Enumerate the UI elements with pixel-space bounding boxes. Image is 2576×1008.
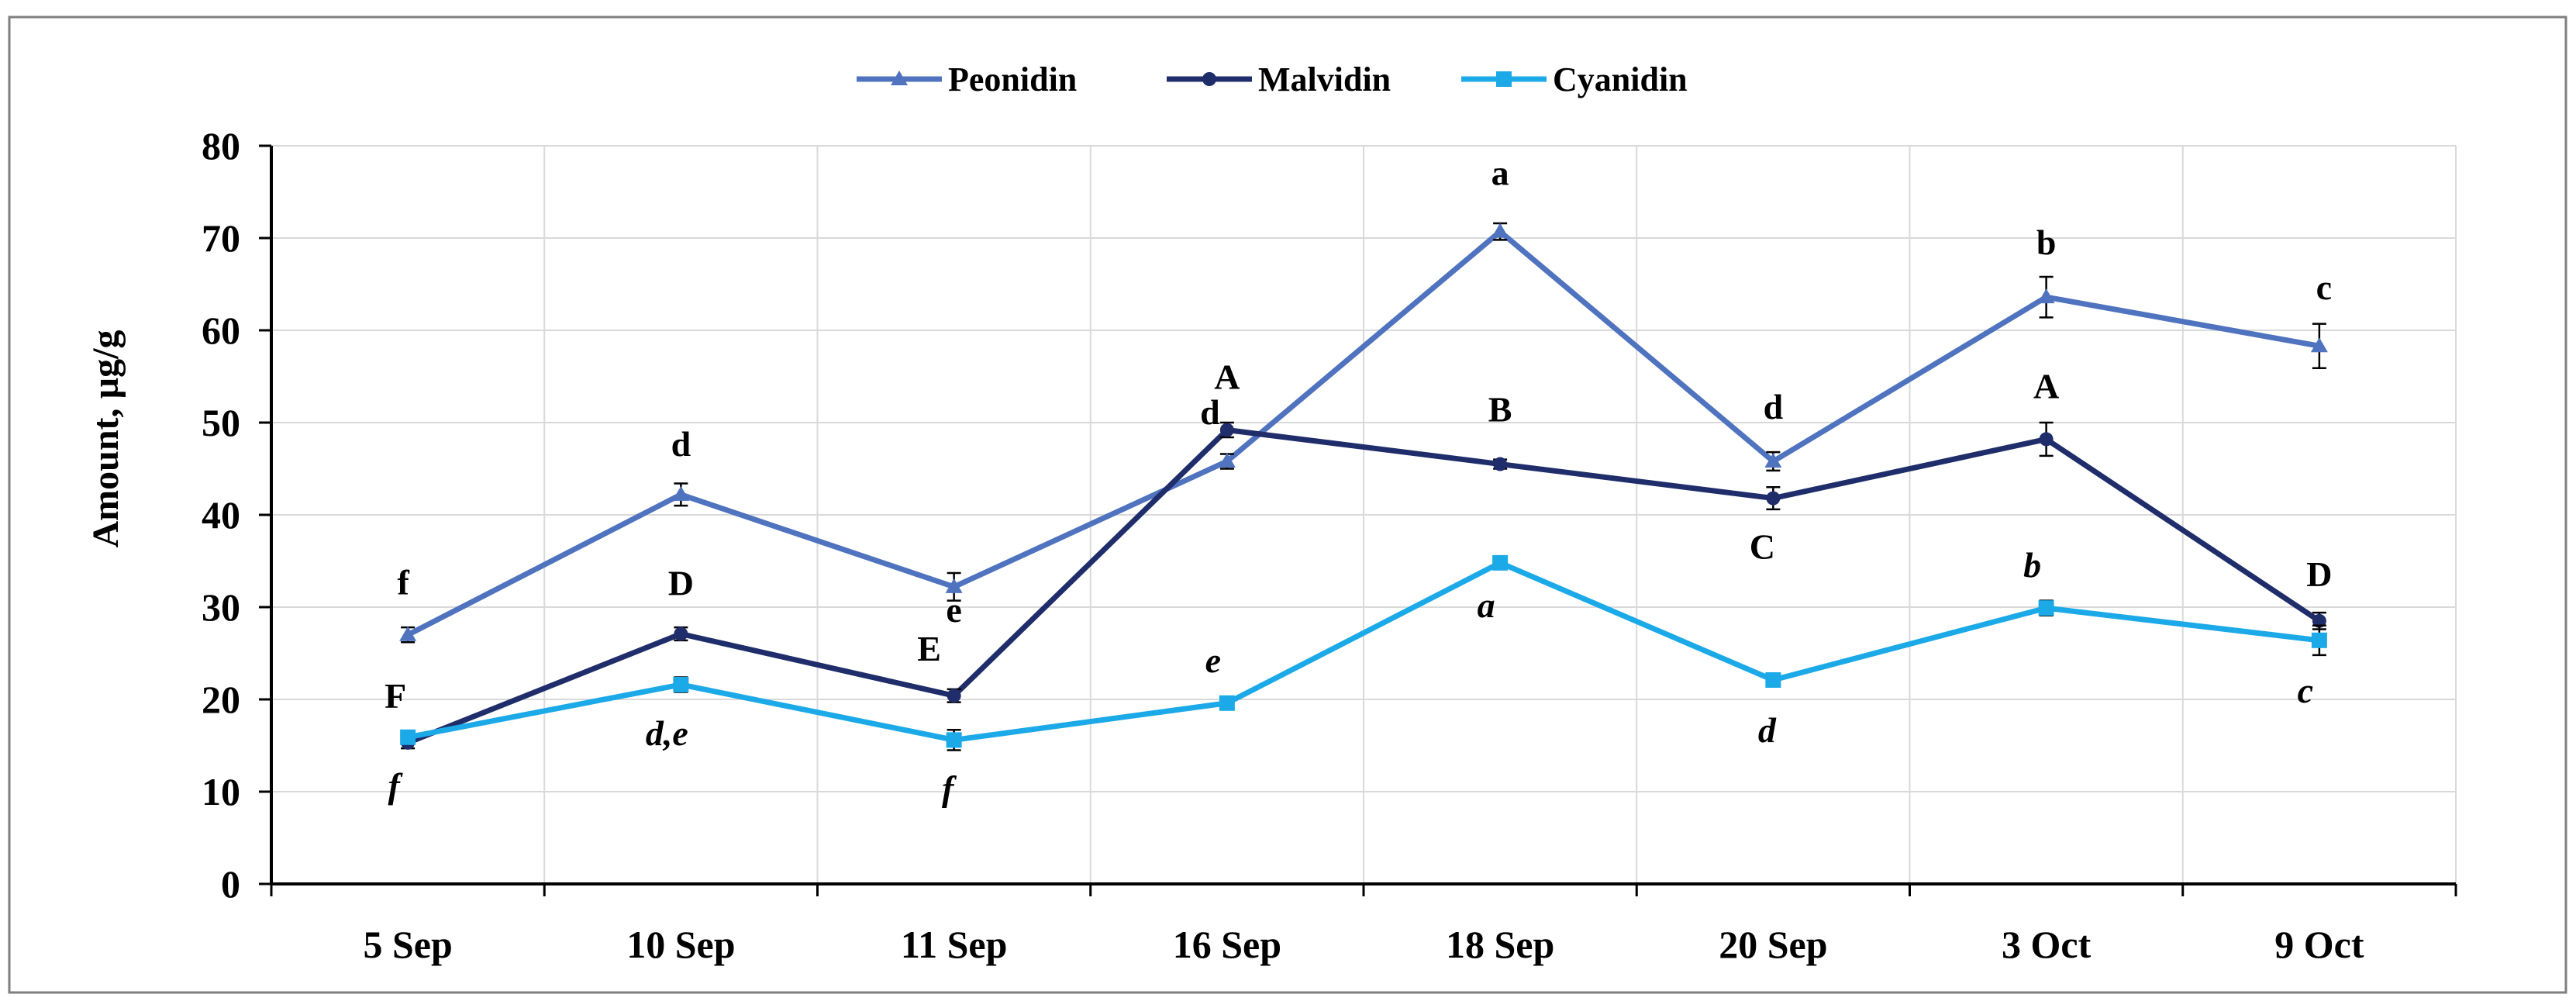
series-cyanidin	[400, 554, 2327, 751]
series-peonidin	[399, 222, 2328, 644]
peonidin-line	[406, 229, 2320, 637]
x-tick-2: 11 Sep	[901, 923, 1008, 966]
malvidin-label-3: A	[1214, 357, 1240, 397]
x-tick-labels: 5 Sep 10 Sep 11 Sep 16 Sep 18 Sep 20 Sep 3 Oct…	[363, 923, 2364, 966]
peonidin-label-2: e	[946, 590, 961, 630]
axes	[259, 144, 2457, 896]
peonidin-point-1	[672, 485, 690, 501]
y-tick-50: 50	[202, 401, 240, 444]
peonidin-point-3	[1218, 452, 1236, 468]
cyanidin-label-6: b	[2023, 545, 2041, 585]
cyanidin-point-7	[2311, 632, 2327, 648]
malvidin-label-6: A	[2033, 366, 2059, 406]
x-tick-3: 16 Sep	[1173, 923, 1281, 966]
malvidin-point-6	[2039, 432, 2054, 447]
y-tick-10: 10	[202, 770, 240, 813]
y-tick-40: 40	[202, 493, 240, 537]
series-malvidin	[401, 421, 2326, 750]
legend-label-cyanidin: Cyanidin	[1553, 60, 1688, 98]
cyanidin-point-0	[400, 729, 416, 745]
malvidin-label-5: C	[1750, 527, 1775, 567]
legend-item-peonidin: Peonidin	[857, 60, 1077, 98]
series-lines	[399, 222, 2328, 751]
malvidin-label-7: D	[2306, 554, 2332, 594]
malvidin-label-1: D	[668, 564, 694, 603]
y-tick-60: 60	[202, 309, 240, 352]
cyanidin-label-5: d	[1758, 710, 1777, 750]
cyanidin-label-1: d,e	[646, 713, 688, 753]
x-tick-6: 3 Oct	[2002, 923, 2091, 966]
x-tick-5: 20 Sep	[1719, 923, 1827, 966]
cyanidin-label-2: f	[942, 768, 957, 808]
peonidin-point-2	[945, 578, 963, 593]
peonidin-label-3: d	[1200, 392, 1220, 432]
malvidin-point-2	[947, 689, 961, 703]
gridlines	[271, 145, 2457, 884]
malvidin-point-4	[1493, 457, 1508, 471]
peonidin-point-4	[1491, 223, 1509, 238]
malvidin-point-5	[1766, 491, 1781, 506]
peonidin-point-0	[399, 626, 417, 641]
data-labels: f d e d a d b c F D E A B C A Df d,e f e a d b c	[385, 154, 2332, 809]
cyanidin-point-6	[2038, 600, 2054, 616]
y-tick-80: 80	[202, 124, 240, 167]
cyanidin-point-4	[1492, 554, 1509, 571]
peonidin-point-7	[2310, 337, 2328, 353]
chart-frame	[8, 16, 2567, 994]
y-axis-title: Amount, µg/g	[85, 330, 126, 547]
legend-marker-peonidin	[891, 71, 908, 85]
malvidin-label-2: E	[917, 629, 941, 668]
peonidin-label-1: d	[671, 424, 691, 464]
peonidin-label-4: a	[1491, 154, 1509, 193]
malvidin-point-7	[2312, 613, 2326, 628]
legend-item-malvidin: Malvidin	[1167, 60, 1391, 98]
x-tick-0: 5 Sep	[363, 923, 452, 966]
legend-item-cyanidin: Cyanidin	[1461, 60, 1688, 98]
malvidin-point-3	[1219, 423, 1234, 437]
cyanidin-point-2	[946, 732, 962, 748]
legend-label-peonidin: Peonidin	[948, 60, 1077, 98]
legend-marker-malvidin	[1202, 72, 1216, 86]
x-tick-7: 9 Oct	[2274, 923, 2364, 966]
malvidin-label-0: F	[385, 676, 406, 716]
cyanidin-label-3: e	[1205, 640, 1221, 680]
x-tick-4: 18 Sep	[1446, 923, 1554, 966]
y-tick-0: 0	[221, 862, 240, 906]
cyanidin-label-0: f	[388, 766, 403, 806]
malvidin-line	[406, 427, 2321, 746]
cyanidin-point-3	[1219, 695, 1235, 711]
malvidin-point-1	[674, 627, 688, 641]
cyanidin-point-5	[1765, 672, 1781, 689]
peonidin-label-6: b	[2036, 223, 2057, 262]
legend: Peonidin Malvidin Cyanidin	[857, 60, 1688, 98]
y-tick-20: 20	[202, 678, 240, 721]
cyanidin-line	[407, 560, 2320, 743]
peonidin-point-6	[2037, 288, 2055, 304]
peonidin-label-5: d	[1764, 387, 1784, 426]
peonidin-point-5	[1764, 452, 1782, 468]
peonidin-label-7: c	[2316, 268, 2332, 307]
malvidin-label-4: B	[1488, 390, 1512, 430]
x-tick-1: 10 Sep	[626, 923, 735, 966]
y-tick-labels: 0 10 20 30 40 50 60 70 80	[202, 124, 240, 906]
cyanidin-label-7: c	[2298, 671, 2313, 710]
legend-label-malvidin: Malvidin	[1258, 60, 1391, 98]
y-tick-70: 70	[202, 216, 240, 260]
legend-marker-cyanidin	[1496, 71, 1512, 87]
peonidin-label-0: f	[397, 563, 409, 602]
y-tick-30: 30	[202, 585, 240, 629]
cyanidin-label-4: a	[1478, 585, 1495, 625]
cyanidin-point-1	[673, 676, 689, 692]
